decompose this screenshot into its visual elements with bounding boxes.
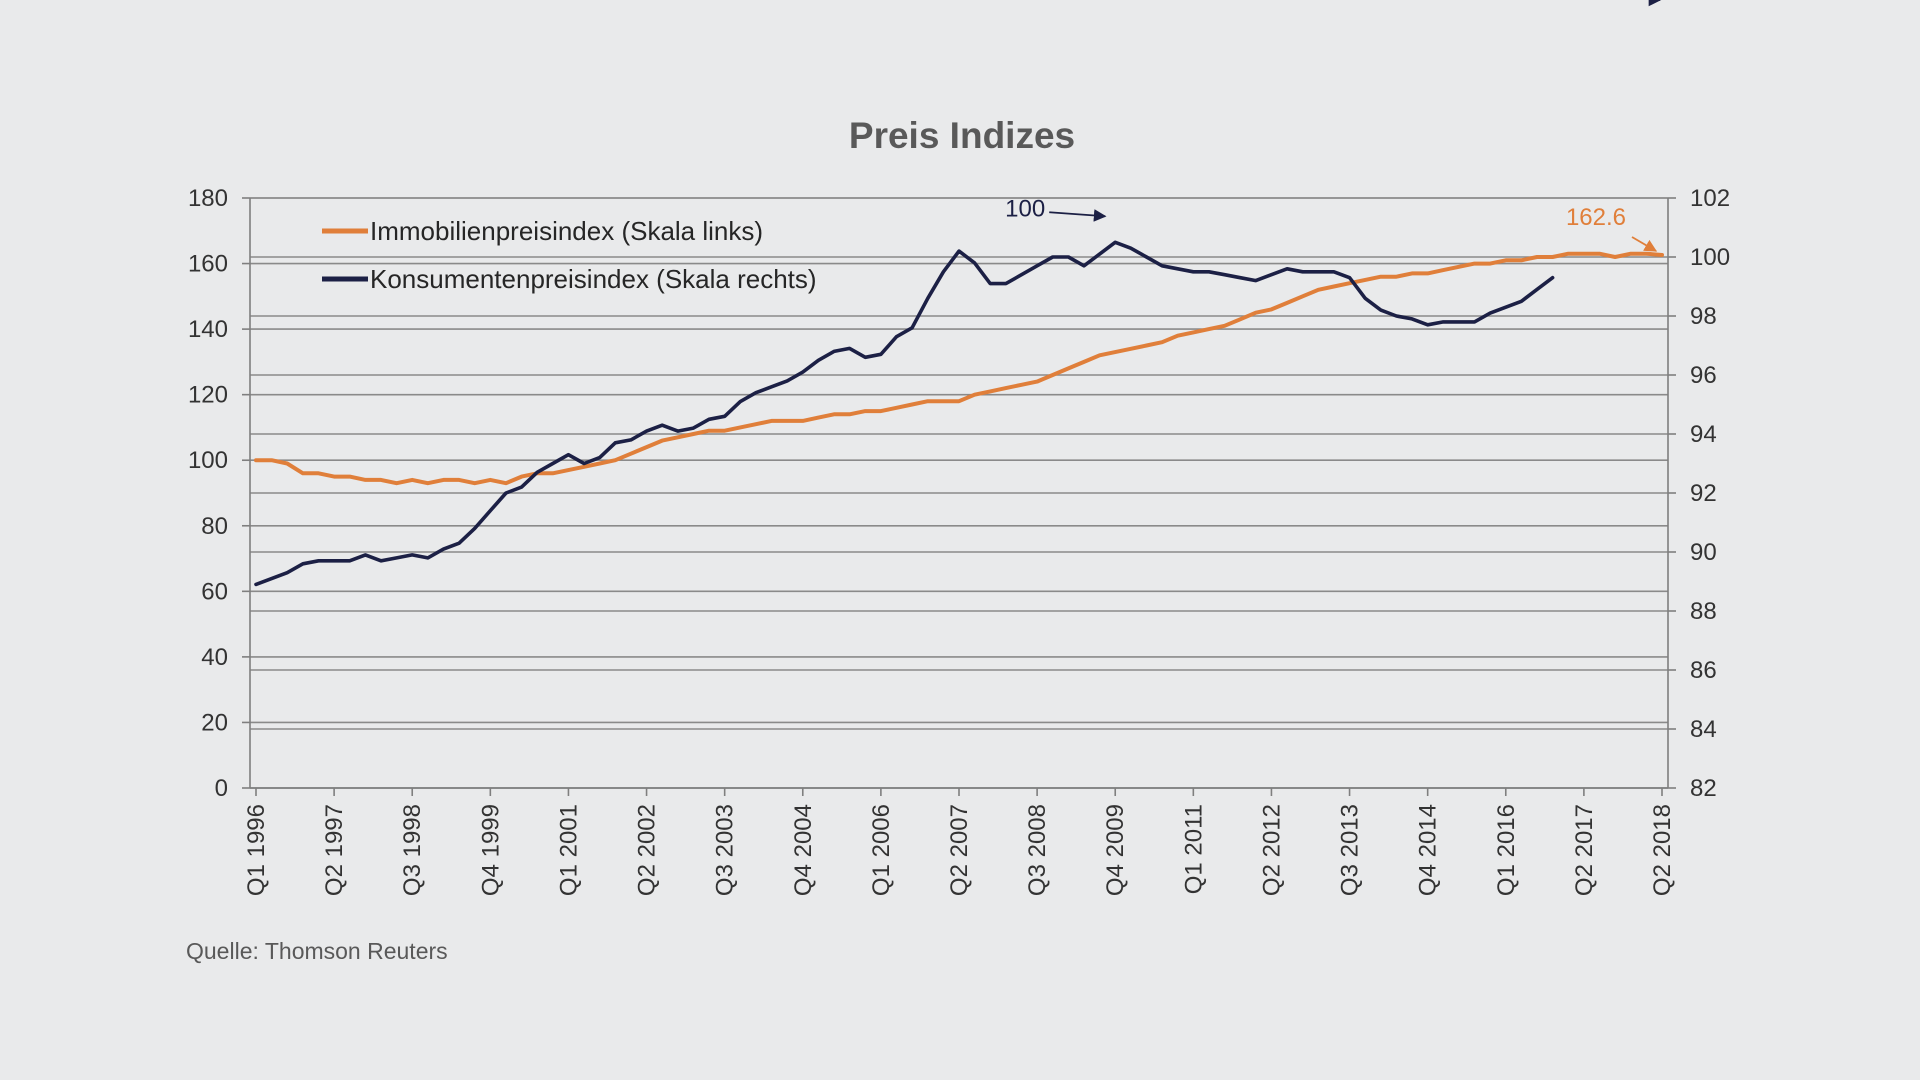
annotation-arrow <box>1631 236 1658 252</box>
annotation-arrow <box>1049 209 1107 222</box>
x-tick-label: Q1 2011 <box>1180 804 1207 894</box>
left-tick-label: 140 <box>188 316 228 343</box>
x-tick-label: Q3 2008 <box>1024 804 1051 896</box>
x-tick-label: Q2 2012 <box>1258 804 1285 896</box>
x-tick-label: Q3 1998 <box>399 804 426 896</box>
chart-title: Preis Indizes <box>849 115 1075 156</box>
legend-label: Konsumentenpreisindex (Skala rechts) <box>370 264 817 294</box>
x-tick-label: Q1 2001 <box>555 804 582 896</box>
annotation-label: 162.6 <box>1566 204 1626 231</box>
series-line-immobilienpreisindex <box>254 251 1664 486</box>
right-tick-label: 88 <box>1690 598 1717 625</box>
x-tick-label: Q3 2013 <box>1337 804 1364 896</box>
right-tick-label: 92 <box>1690 480 1717 507</box>
x-tick-label: Q4 1999 <box>477 804 504 896</box>
right-tick-label: 98 <box>1690 303 1717 330</box>
left-tick-label: 120 <box>188 382 228 409</box>
x-tick-label: Q4 2014 <box>1415 804 1442 896</box>
series-line-konsumentenpreisindex <box>254 240 1555 587</box>
annotations: 100 162.6 99.3 <box>1005 0 1662 252</box>
x-tick-label: Q1 1996 <box>243 804 270 896</box>
axes: 0 20 40 60 80 100 120 140 160 180 82 84 86 88 90 92 94 96… <box>188 185 1730 896</box>
right-tick-label: 102 <box>1690 185 1730 212</box>
series-lines <box>254 240 1664 587</box>
legend: Immobilienpreisindex (Skala links) Konsum… <box>322 216 817 294</box>
right-tick-label: 90 <box>1690 539 1717 566</box>
x-tick-label: Q3 2003 <box>712 804 739 896</box>
right-tick-label: 96 <box>1690 362 1717 389</box>
annotation-label: 99.3 <box>1605 0 1652 6</box>
legend-label: Immobilienpreisindex (Skala links) <box>370 216 763 246</box>
left-tick-label: 40 <box>201 644 228 671</box>
left-tick-label: 60 <box>201 578 228 605</box>
x-tick-label: Q4 2009 <box>1102 804 1129 896</box>
left-tick-label: 20 <box>201 709 228 736</box>
right-tick-label: 84 <box>1690 716 1717 743</box>
right-tick-label: 100 <box>1690 244 1730 271</box>
right-tick-label: 82 <box>1690 775 1717 802</box>
right-tick-label: 86 <box>1690 657 1717 684</box>
x-tick-label: Q1 2016 <box>1493 804 1520 896</box>
left-tick-label: 0 <box>215 775 228 802</box>
x-tick-label: Q2 2002 <box>634 804 661 896</box>
x-tick-label: Q2 2018 <box>1649 804 1676 896</box>
x-tick-label: Q1 2006 <box>868 804 895 896</box>
left-tick-label: 180 <box>188 185 228 212</box>
left-tick-label: 100 <box>188 447 228 474</box>
x-tick-label: Q2 1997 <box>321 804 348 896</box>
source-note: Quelle: Thomson Reuters <box>186 938 448 964</box>
left-tick-label: 80 <box>201 513 228 540</box>
left-tick-label: 160 <box>188 251 228 278</box>
annotation-label: 100 <box>1005 195 1045 222</box>
x-tick-label: Q4 2004 <box>790 804 817 896</box>
x-tick-label: Q2 2017 <box>1571 804 1598 896</box>
right-tick-label: 94 <box>1690 421 1717 448</box>
x-tick-label: Q2 2007 <box>946 804 973 896</box>
